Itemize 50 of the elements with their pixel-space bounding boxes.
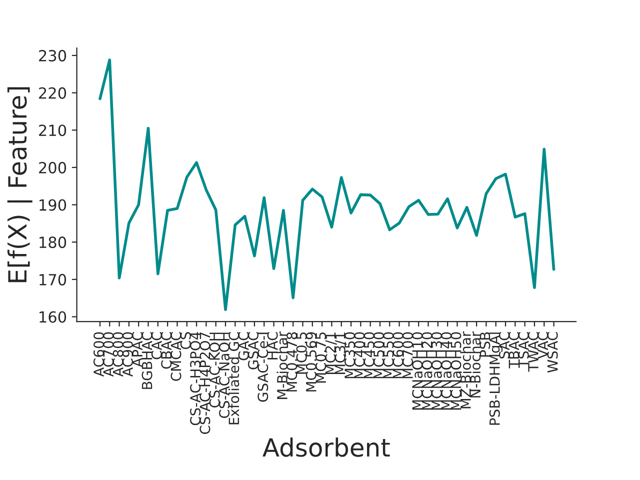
line-series [98,58,556,312]
y-tick-label: 170 [40,274,66,286]
x-tick-label: MZ-Biochar [460,331,471,408]
x-tick-label: CS-AC-H4P2O7 [200,332,210,434]
x-tick-label: MC0.569 [306,332,316,392]
x-tick-label: BGBHAC [142,332,152,389]
x-tick-label: AC600 [94,332,104,377]
x-tick-label: APAC [132,332,143,368]
x-tick-label: MC400 [354,332,365,378]
x-tick-label: TWAC [528,332,539,372]
x-tick-label: CMCAC [170,332,182,381]
x-tick-label: CS-AC-H3PO4 [190,332,201,426]
x-tick-label: MCNaOH10 [412,332,423,410]
y-axis-title: E[f(X) | Feature] [7,87,32,282]
x-tick-label: MCNaOH40 [441,332,452,410]
y-tick-label: 190 [40,199,66,211]
x-tick-label: TSAC [518,332,529,368]
x-tick-label: MC550 [383,332,394,378]
x-tick-label: MC0.478 [286,332,298,392]
x-tick-label: MC2/1 [325,332,337,374]
y-tick-label: 160 [40,311,66,323]
x-tick-label: HAC [267,332,278,360]
y-tick-label: 210 [39,124,66,136]
x-tick-label: MC0.5 [296,332,307,374]
x-tick-label: AC700 [103,332,114,377]
x-tick-label: MC3/1 [334,332,346,374]
x-tick-label: MC600 [392,332,404,378]
x-tick-label: TBAC [508,332,520,368]
x-tick-label: AC800 [112,332,124,377]
x-tick-label: CS-AC-NaOH [219,332,230,418]
x-tick-label: CBAC [161,332,172,369]
y-tick-label: 200 [39,162,66,174]
x-tick-label: PSB [480,332,490,357]
x-tick-label: CS-AC-KOH [209,332,220,408]
x-tick-label: WSAC [547,332,558,373]
y-tick-label: 180 [40,236,66,248]
x-axis-title: Adsorbent [262,438,390,457]
y-tick-label: 220 [39,87,66,99]
x-tick-label: MC0.75 [316,332,326,383]
x-tick-label: M-Biochar [276,331,288,399]
y-tick-label: 230 [39,50,66,62]
x-tick-label: MCNaOH20 [422,332,432,410]
x-tick-label: GSAC [248,332,258,370]
x-tick-label: VAC [538,332,548,359]
x-tick-label: MC350 [344,332,356,378]
x-tick-label: MCNaOH50 [450,332,462,410]
x-tick-label: MC450 [364,332,374,378]
x-tick-label: GSAC-Ce-I [258,332,268,402]
x-tick-label: N-Biochar [470,331,481,398]
x-tick-label: Exfoliated GC [228,332,240,424]
